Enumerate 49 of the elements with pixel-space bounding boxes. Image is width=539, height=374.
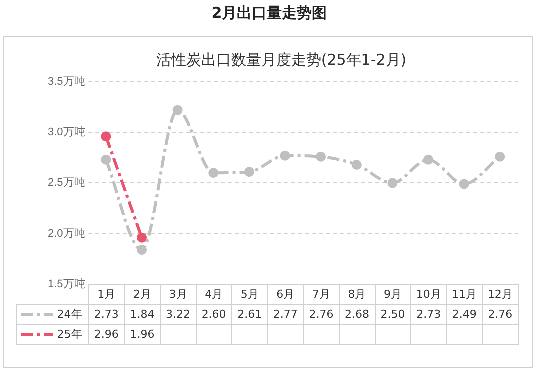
x-tick-label: 11月 — [446, 284, 483, 305]
legend-label: 24年 — [57, 308, 82, 322]
data-label: 2.68 — [339, 304, 376, 325]
x-tick-label: 10月 — [410, 284, 447, 305]
point — [101, 154, 112, 165]
x-tick-label: 6月 — [268, 284, 304, 305]
point — [495, 152, 506, 162]
data-label: 3.22 — [160, 304, 196, 325]
point — [459, 179, 470, 190]
data-label: 2.49 — [446, 304, 483, 325]
point — [101, 132, 112, 142]
data-label: 2.77 — [268, 304, 304, 325]
data-label: 2.76 — [482, 304, 518, 325]
data-label: 2.50 — [375, 304, 411, 325]
data-label: 2.73 — [88, 304, 125, 325]
data-label: 2.73 — [410, 304, 447, 325]
x-tick-label: 8月 — [339, 284, 376, 305]
x-tick-label: 3月 — [160, 284, 196, 305]
x-tick-label: 7月 — [304, 284, 340, 305]
data-label: 1.96 — [124, 324, 160, 345]
data-label: 2.61 — [232, 304, 268, 325]
chart-title: 2月出口量走势图 — [210, 4, 328, 23]
data-label: 2.60 — [196, 304, 232, 325]
point — [208, 168, 219, 178]
point — [280, 150, 290, 161]
y-tick-label: 3.0万吨 — [48, 126, 86, 139]
x-tick-label: 2月 — [124, 284, 160, 305]
point — [352, 160, 362, 170]
y-tick-label: 2.5万吨 — [48, 176, 86, 190]
chart-subtitle: 活性炭出口数量月度走势(25年1-2月) — [156, 50, 407, 69]
point — [423, 154, 434, 165]
point — [137, 244, 148, 255]
x-tick-label: 1月 — [88, 284, 125, 305]
point — [172, 105, 183, 116]
x-tick-label: 4月 — [196, 284, 232, 305]
point — [388, 178, 398, 188]
x-tick-label: 5月 — [232, 284, 268, 305]
point — [137, 232, 148, 243]
y-tick-label: 2.0万吨 — [48, 226, 86, 240]
y-tick-label: 3.5万吨 — [48, 75, 86, 88]
x-tick-label: 9月 — [375, 284, 411, 305]
point — [244, 167, 254, 178]
x-tick-label: 12月 — [482, 284, 518, 305]
data-label: 2.96 — [88, 324, 125, 345]
data-label: 1.84 — [124, 304, 160, 325]
legend-label: 25年 — [57, 328, 82, 342]
point — [316, 152, 326, 162]
y-tick-label: 1.5万吨 — [48, 277, 86, 290]
data-label: 2.76 — [304, 304, 340, 325]
